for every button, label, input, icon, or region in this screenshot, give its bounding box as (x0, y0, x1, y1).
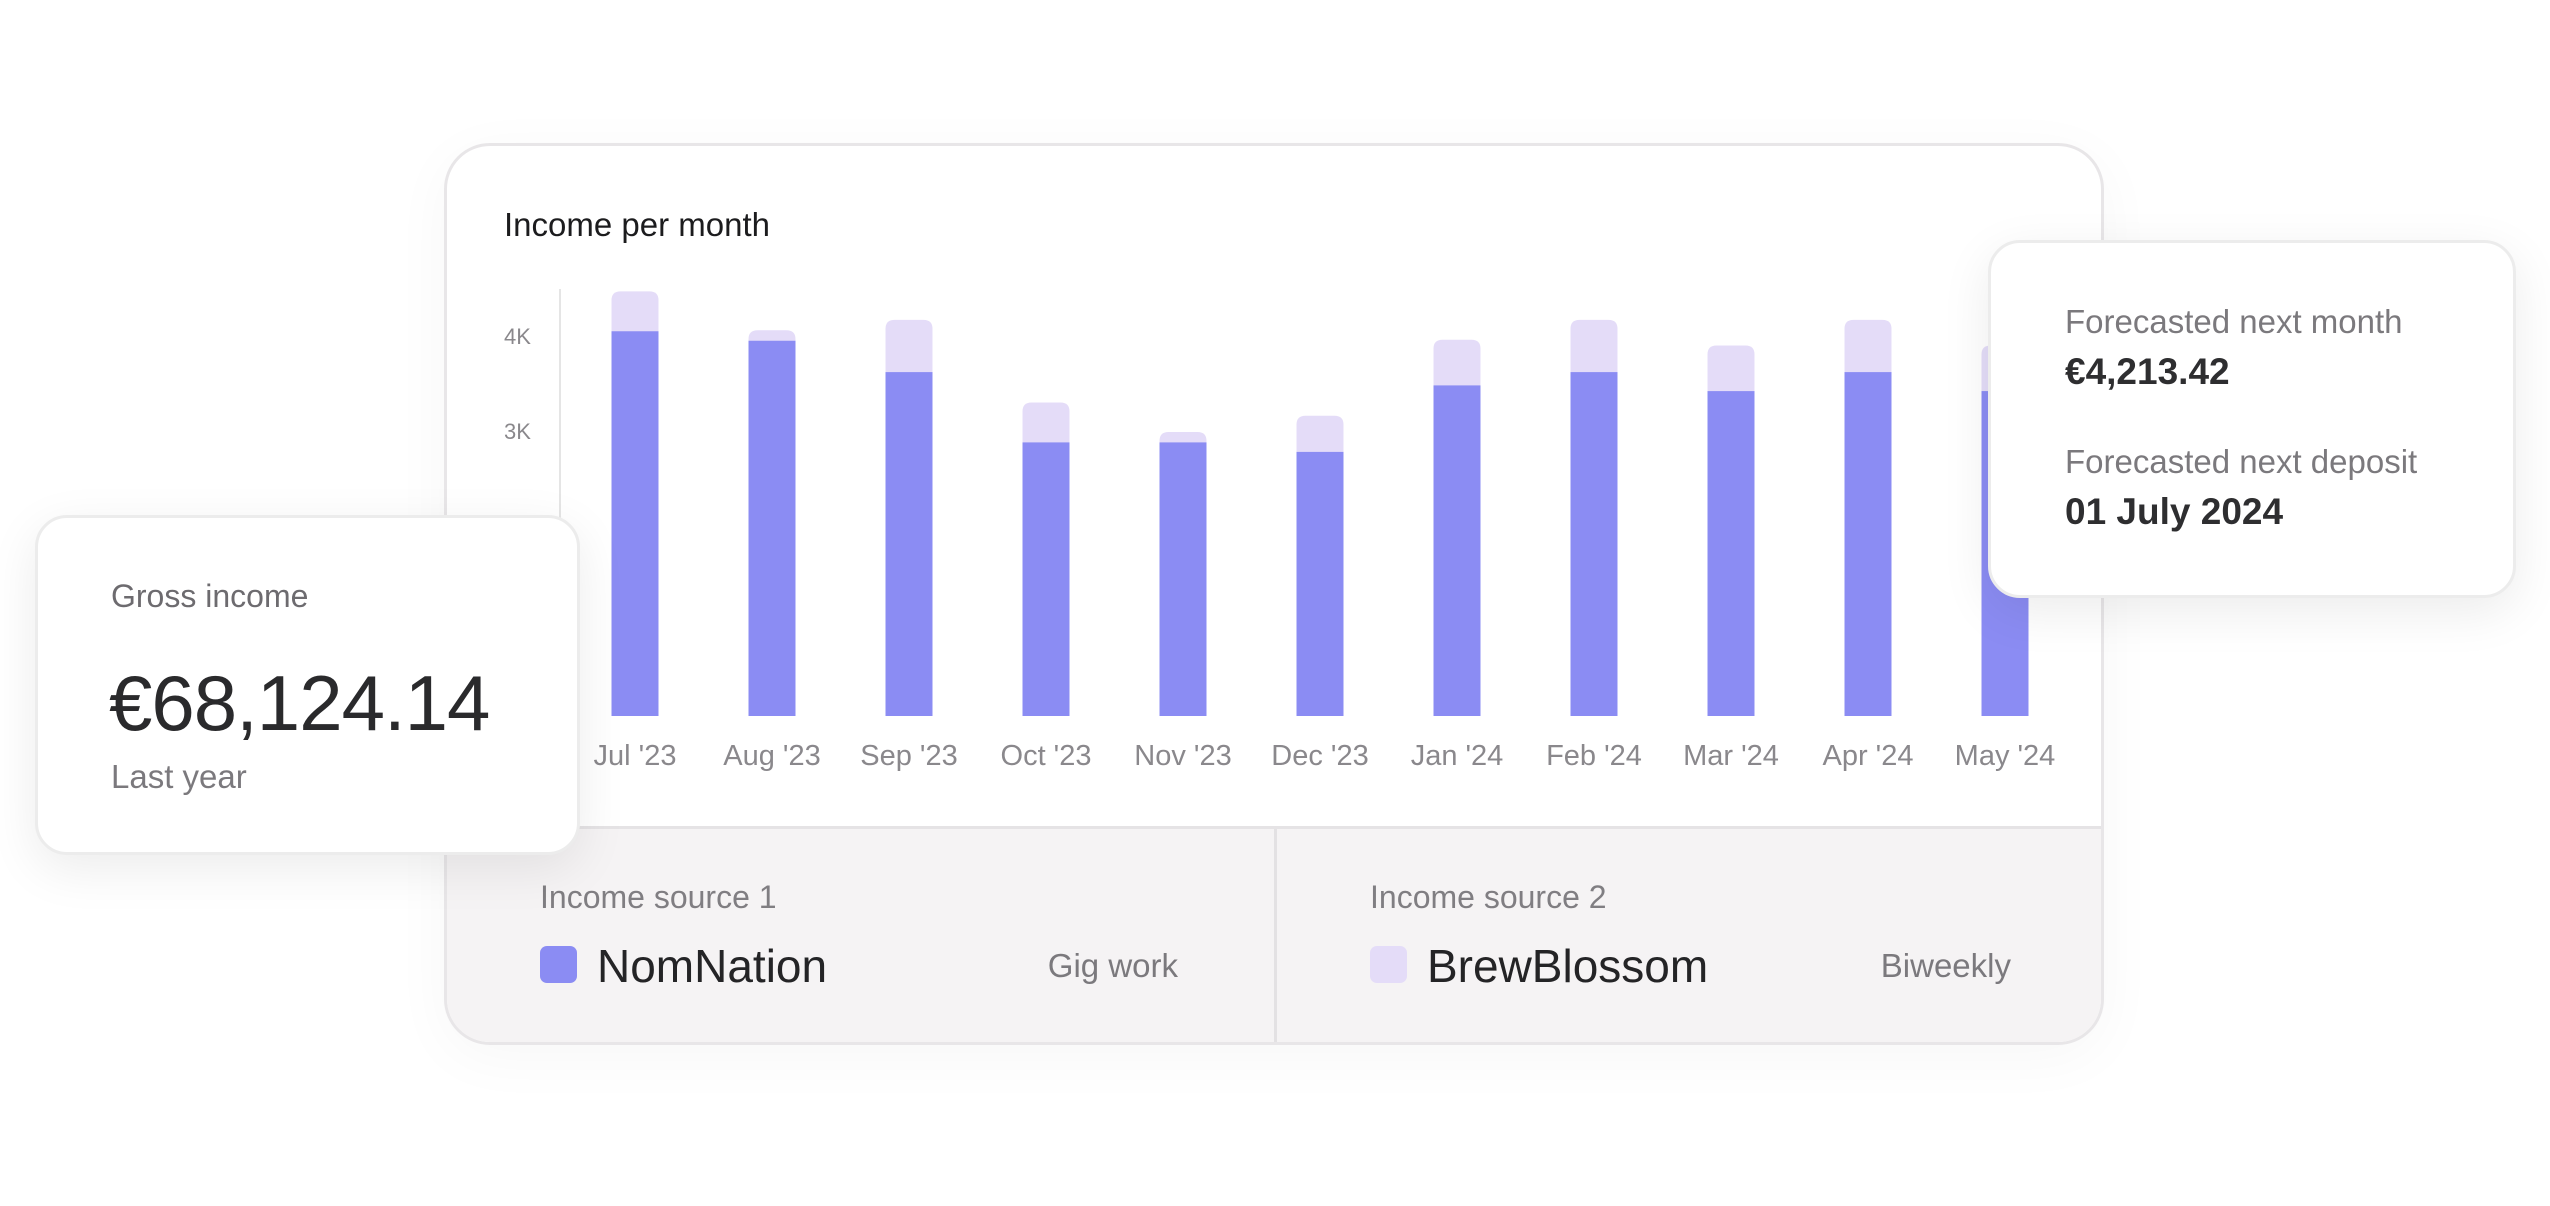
income-chart-card: Income per month 3K 4K Jul '23 Aug '23 Sep '… (444, 143, 2104, 1045)
x-tick-label: May '24 (1955, 740, 2056, 772)
bar-nomnation[interactable] (1570, 372, 1618, 716)
forecast-card: Forecasted next month €4,213.42 Forecast… (1988, 240, 2516, 598)
income-source-name: BrewBlossom (1427, 940, 1709, 992)
bar-nomnation[interactable] (1707, 391, 1755, 716)
x-tick-label: Feb '24 (1546, 740, 1642, 772)
income-source-1[interactable]: Income source 1 NomNation Gig work (447, 829, 1277, 1042)
gross-income-label: Gross income (111, 578, 309, 614)
x-tick-label: Jan '24 (1411, 740, 1504, 772)
forecast-next-month-value: €4,213.42 (2065, 351, 2230, 392)
income-bar-chart: 3K 4K Jul '23 Aug '23 Sep '23 Oct '23 Nov '23 D… (504, 289, 2056, 772)
gross-income-card: Gross income €68,124.14 Last year (35, 515, 580, 855)
forecast-next-deposit-value: 01 July 2024 (2065, 491, 2284, 532)
x-tick-label: Sep '23 (860, 740, 957, 772)
income-sources-legend: Income source 1 NomNation Gig work Incom… (447, 826, 2101, 1042)
x-tick-label: Oct '23 (1001, 740, 1092, 772)
x-tick-label: Nov '23 (1134, 740, 1231, 772)
bar-nomnation[interactable] (611, 331, 659, 716)
income-source-2[interactable]: Income source 2 BrewBlossom Biweekly (1277, 829, 2101, 1042)
x-tick-label: Aug '23 (723, 740, 820, 772)
x-tick-label: Mar '24 (1683, 740, 1779, 772)
nomnation-color-swatch (540, 946, 577, 983)
bar-nomnation[interactable] (1296, 451, 1344, 716)
gross-income-period: Last year (111, 758, 247, 795)
income-source-name: NomNation (597, 940, 828, 992)
x-tick-label: Apr '24 (1823, 740, 1914, 772)
forecast-next-deposit-label: Forecasted next deposit (2065, 443, 2418, 480)
bar-nomnation[interactable] (1022, 442, 1070, 716)
bar-nomnation[interactable] (1159, 442, 1207, 716)
y-tick-label: 4K (504, 324, 531, 349)
forecast-next-month-label: Forecasted next month (2065, 303, 2403, 340)
gross-income-value: €68,124.14 (109, 659, 490, 747)
x-tick-label: Jul '23 (594, 740, 677, 772)
income-source-tag: Biweekly (1880, 947, 2011, 984)
income-source-heading: Income source 1 (540, 879, 777, 915)
income-source-tag: Gig work (1047, 947, 1178, 984)
bar-nomnation[interactable] (1433, 385, 1481, 716)
y-tick-label: 3K (504, 419, 531, 444)
bar-nomnation[interactable] (1844, 372, 1892, 716)
bar-nomnation[interactable] (885, 372, 933, 716)
x-tick-label: Dec '23 (1271, 740, 1368, 772)
bar-nomnation[interactable] (748, 340, 796, 716)
brewblossom-color-swatch (1370, 946, 1407, 983)
income-source-heading: Income source 2 (1370, 879, 1607, 915)
chart-title: Income per month (504, 206, 770, 243)
